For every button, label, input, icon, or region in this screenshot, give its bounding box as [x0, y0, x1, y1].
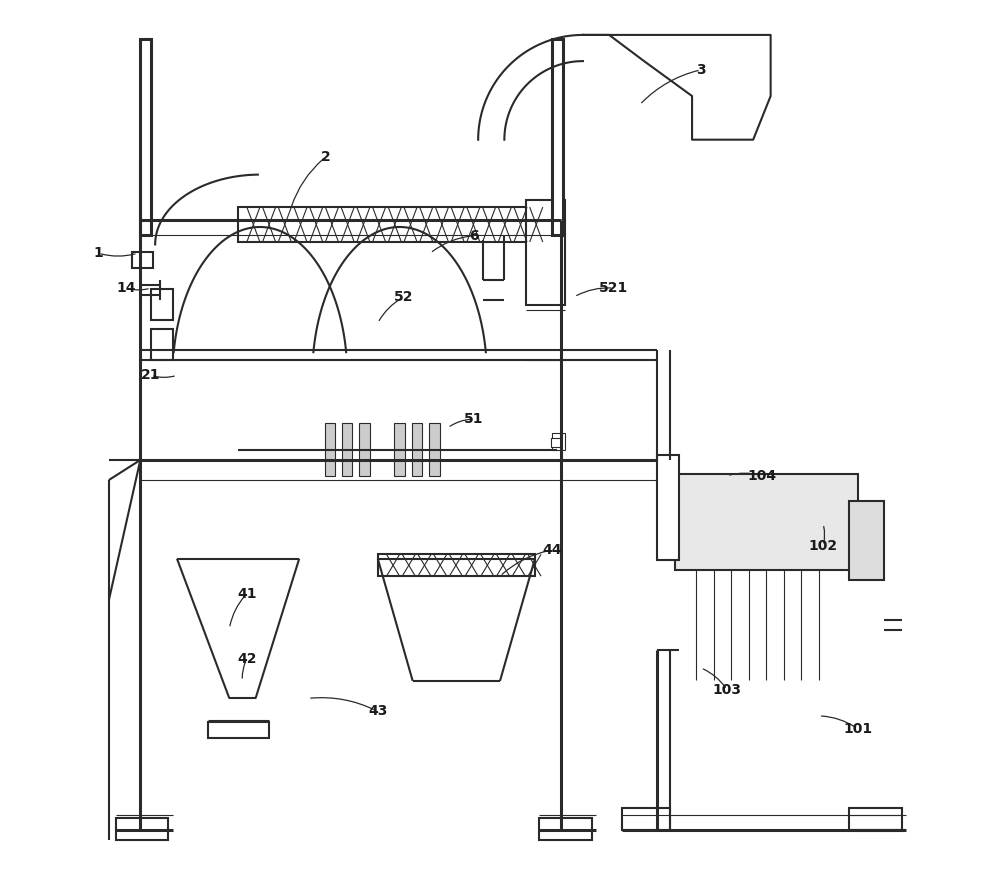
Bar — [675, 474, 858, 570]
Bar — [151, 290, 173, 320]
Text: 1: 1 — [94, 246, 103, 260]
Bar — [551, 438, 561, 447]
Bar — [325, 423, 335, 476]
Bar — [151, 329, 173, 360]
Bar — [359, 423, 370, 476]
Bar — [849, 808, 902, 830]
Text: 43: 43 — [368, 705, 387, 718]
Bar — [140, 38, 151, 235]
Text: 51: 51 — [464, 412, 484, 426]
Text: 103: 103 — [712, 683, 741, 697]
Text: 6: 6 — [469, 229, 479, 243]
Bar — [132, 252, 153, 268]
Bar — [526, 200, 565, 305]
Text: 101: 101 — [843, 722, 872, 736]
Bar — [394, 423, 405, 476]
Bar — [849, 501, 884, 580]
Bar — [116, 818, 168, 840]
Bar — [622, 808, 670, 830]
Text: 104: 104 — [747, 469, 776, 483]
Bar — [342, 423, 352, 476]
Text: 42: 42 — [237, 652, 257, 666]
Text: 52: 52 — [394, 290, 414, 304]
Bar — [657, 455, 679, 560]
Bar — [238, 207, 544, 242]
Text: 3: 3 — [696, 63, 706, 77]
Text: 41: 41 — [237, 587, 257, 601]
Bar — [539, 818, 592, 840]
Text: 2: 2 — [321, 150, 330, 164]
Text: 14: 14 — [117, 281, 136, 295]
Bar — [378, 554, 535, 576]
Text: 521: 521 — [599, 281, 628, 295]
Bar — [429, 423, 440, 476]
Bar — [552, 38, 563, 235]
Bar — [412, 423, 422, 476]
Text: 102: 102 — [808, 539, 838, 553]
Bar — [208, 722, 269, 738]
Text: 44: 44 — [543, 543, 562, 557]
Bar — [552, 432, 565, 450]
Text: 21: 21 — [141, 368, 161, 382]
